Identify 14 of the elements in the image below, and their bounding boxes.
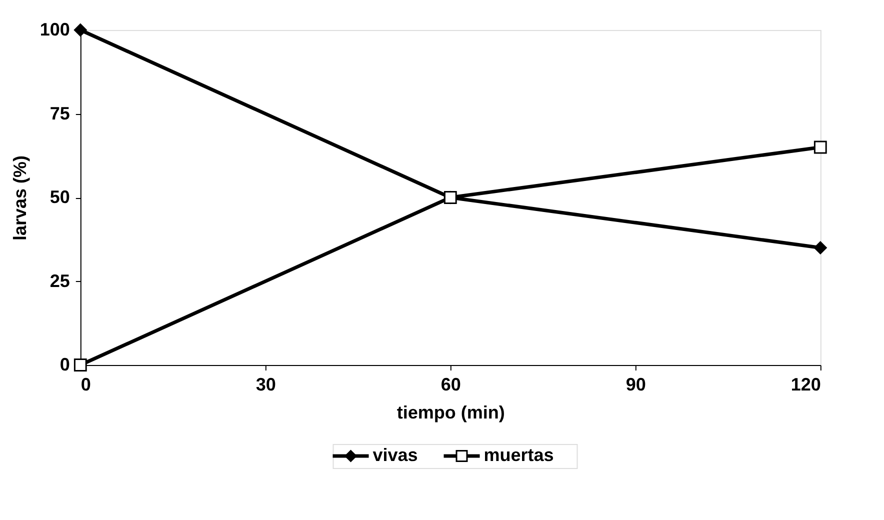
y-tick-label: 0 bbox=[60, 354, 70, 374]
x-tick-label: 60 bbox=[440, 374, 461, 394]
y-tick-label: 100 bbox=[40, 20, 70, 40]
y-tick-label: 75 bbox=[50, 103, 70, 124]
x-tick-label: 0 bbox=[80, 374, 91, 394]
legend-label: muertas bbox=[484, 445, 554, 465]
y-axis-title: larvas (%) bbox=[10, 155, 30, 241]
x-tick-label: 90 bbox=[626, 374, 646, 394]
y-tick-label: 25 bbox=[50, 270, 70, 291]
x-axis-title: tiempo (min) bbox=[396, 402, 505, 422]
x-tick-label: 30 bbox=[256, 374, 276, 394]
x-tick-label: 120 bbox=[790, 374, 821, 394]
y-tick-label: 50 bbox=[50, 187, 70, 207]
legend-label: vivas bbox=[372, 445, 418, 465]
